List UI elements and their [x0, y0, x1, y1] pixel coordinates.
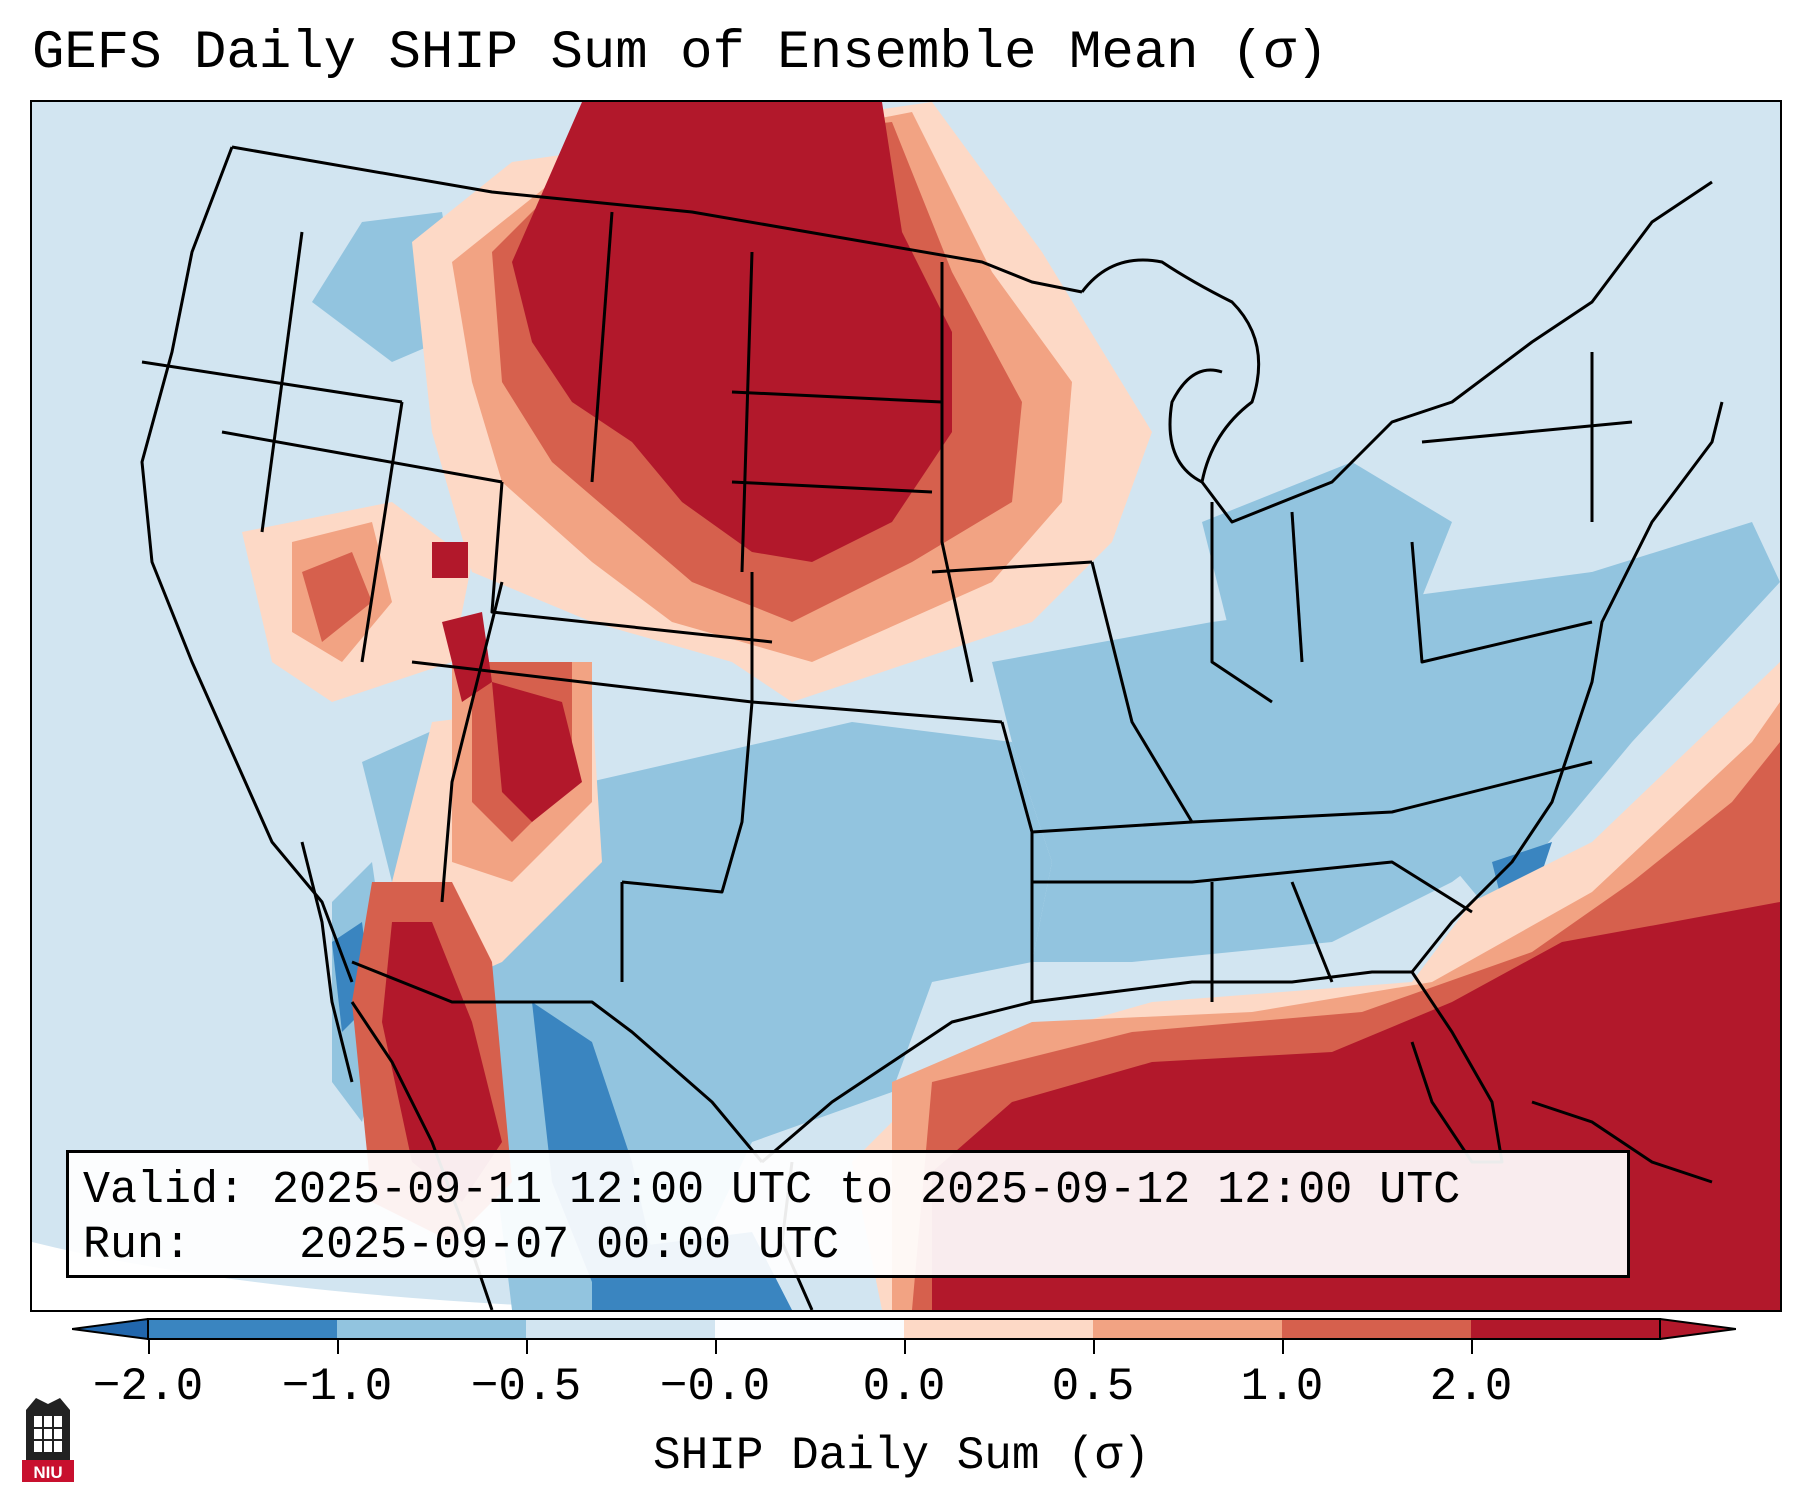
colorbar-segment	[1471, 1319, 1661, 1339]
run-time: 2025-09-07 00:00 UTC	[299, 1220, 840, 1271]
colorbar-segment	[904, 1319, 1094, 1339]
colorbar-tick-mark	[1093, 1340, 1095, 1354]
valid-label: Valid:	[83, 1165, 246, 1216]
map-panel	[30, 100, 1782, 1312]
logo-text: NIU	[33, 1463, 62, 1482]
colorbar-label: SHIP Daily Sum (σ)	[653, 1430, 1150, 1482]
map-title: GEFS Daily SHIP Sum of Ensemble Mean (σ)	[32, 23, 1329, 84]
niu-logo: NIU	[22, 1398, 74, 1482]
colorbar-extend-min	[72, 1318, 149, 1340]
colorbar-tick-label: 1.0	[1240, 1361, 1324, 1413]
colorbar-tick-label: 0.5	[1051, 1361, 1135, 1413]
colorbar-segment	[148, 1319, 338, 1339]
colorbar-segment	[1093, 1319, 1283, 1339]
colorbar-tick-mark	[715, 1340, 717, 1354]
colorbar-tick-mark	[1282, 1340, 1284, 1354]
projection-edge	[32, 1242, 633, 1310]
colorbar-outline	[147, 1318, 1661, 1340]
colorbar-tick-label: −0.5	[470, 1361, 582, 1413]
colorbar-segment	[715, 1319, 905, 1339]
colorbar-segment	[526, 1319, 716, 1339]
colorbar-segments	[72, 1318, 1736, 1340]
colorbar-tick-label: 0.0	[862, 1361, 946, 1413]
logo-window	[34, 1416, 62, 1452]
valid-run-info-box: Valid: 2025-09-11 12:00 UTC to 2025-09-1…	[66, 1150, 1630, 1278]
colorbar-tick-mark	[904, 1340, 906, 1354]
colorbar-tick-label: −0.0	[659, 1361, 771, 1413]
colorbar-tick-mark	[337, 1340, 339, 1354]
logo-grid	[34, 1416, 62, 1452]
run-label: Run:	[83, 1220, 192, 1271]
colorbar-tick-mark	[526, 1340, 528, 1354]
colorbar-tick-mark	[148, 1340, 150, 1354]
map-svg	[32, 102, 1780, 1310]
colorbar	[72, 1318, 1736, 1340]
colorbar-tick-label: −1.0	[281, 1361, 393, 1413]
colorbar-tick-label: 2.0	[1429, 1361, 1513, 1413]
colorbar-extend-max	[1659, 1318, 1736, 1340]
colorbar-tick-label: −2.0	[92, 1361, 204, 1413]
valid-range: 2025-09-11 12:00 UTC to 2025-09-12 12:00…	[272, 1165, 1461, 1216]
colorbar-tick-mark	[1471, 1340, 1473, 1354]
logo-band	[22, 1460, 74, 1482]
colorbar-segment	[337, 1319, 527, 1339]
colorbar-segment	[1282, 1319, 1472, 1339]
state-borders	[140, 145, 1724, 1164]
